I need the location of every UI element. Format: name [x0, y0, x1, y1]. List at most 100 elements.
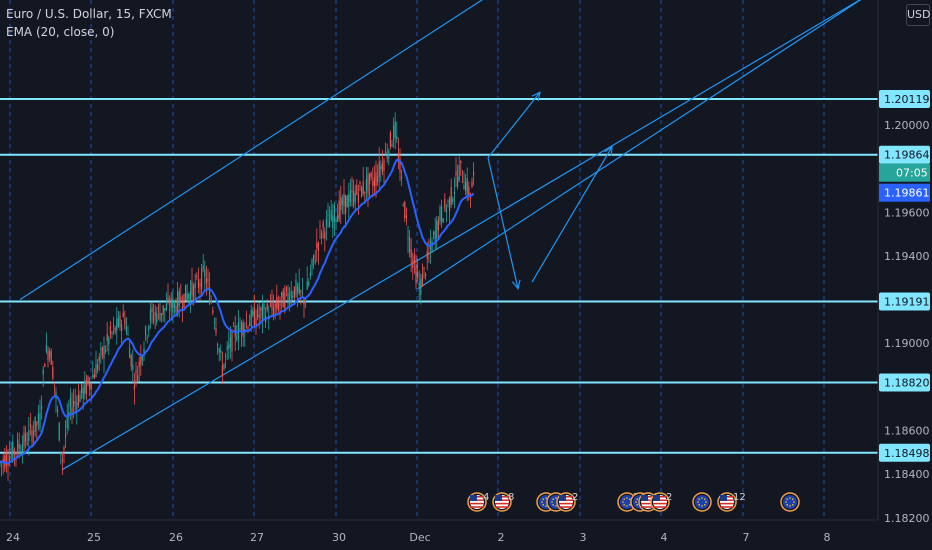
flag-us-stripe	[720, 502, 734, 505]
candle-body	[407, 237, 409, 240]
level-price-label-bg	[879, 145, 930, 164]
level-price-label: 1.19864	[884, 149, 930, 162]
candle-body	[207, 279, 209, 282]
economic-event-us-flag-icon[interactable]: 12	[717, 492, 746, 512]
candle-body	[418, 282, 420, 287]
candle-body	[185, 284, 187, 301]
candle-body	[322, 221, 324, 228]
candle-body	[37, 413, 39, 423]
economic-event-eu-flag-icon[interactable]	[780, 492, 800, 512]
time-tick-label: 8	[824, 531, 831, 544]
economic-event-us-flag-icon[interactable]: 2	[556, 492, 578, 512]
symbol-title[interactable]: Euro / U.S. Dollar, 15, FXCM	[6, 7, 172, 21]
candle-body	[109, 326, 111, 334]
time-tick-label: 3	[580, 531, 587, 544]
candle-body	[444, 198, 446, 209]
candle-body	[439, 207, 441, 221]
level-price-label: 1.18820	[884, 377, 930, 390]
candle-body	[69, 397, 71, 408]
candle-body	[308, 282, 310, 285]
flag-us-stripe	[720, 506, 734, 508]
candle-body	[21, 445, 23, 454]
economic-event-us-flag-icon[interactable]: 8	[492, 492, 514, 512]
candle-body	[57, 409, 59, 412]
candle-body	[457, 176, 459, 187]
candle-body	[237, 322, 239, 339]
candle-body	[241, 322, 243, 335]
candle-body	[225, 355, 227, 357]
candle-body	[191, 281, 193, 296]
candle-body	[437, 220, 439, 231]
candle-body	[77, 394, 79, 406]
candle-body	[404, 202, 406, 219]
candle-body	[257, 306, 259, 318]
candle-body	[410, 249, 412, 258]
time-tick-label: 4	[661, 531, 668, 544]
candle-body	[284, 292, 286, 310]
candle-body	[317, 242, 319, 251]
candle-body	[460, 160, 462, 164]
candle-body	[340, 196, 342, 211]
flag-eu-star	[786, 498, 788, 500]
candle-body	[89, 383, 91, 389]
candle-body	[319, 226, 321, 228]
price-tick-label: 1.18600	[884, 425, 930, 438]
candle-body	[73, 400, 75, 407]
candle-body	[281, 292, 283, 297]
flag-us-stripe	[641, 502, 655, 505]
candle-body	[28, 430, 30, 441]
price-tick-label: 1.19600	[884, 206, 930, 219]
candle-body	[380, 166, 382, 170]
candle-body	[383, 160, 385, 171]
flag-us-stripe	[559, 506, 573, 508]
economic-event-us-flag-icon[interactable]: 2	[650, 492, 672, 512]
price-tick-label: 1.18200	[884, 512, 930, 525]
candle-body	[325, 218, 327, 227]
candle-body	[250, 310, 252, 326]
candle-body	[321, 232, 323, 238]
candle-body	[135, 370, 137, 373]
candle-body	[394, 121, 396, 138]
flag-eu-star	[636, 498, 638, 500]
candle-body	[140, 355, 142, 365]
candle-body	[10, 452, 12, 456]
candle-body	[389, 132, 391, 148]
candle-body	[233, 325, 235, 327]
candle-body	[261, 304, 263, 319]
candle-body	[161, 313, 163, 316]
chart-legend: Euro / U.S. Dollar, 15, FXCM EMA (20, cl…	[6, 5, 172, 41]
channel-line-lower-1	[61, 0, 861, 471]
candle-body	[189, 290, 191, 303]
flag-us-canton	[470, 495, 477, 501]
event-count: 12	[733, 492, 746, 503]
flag-eu-star	[623, 504, 625, 506]
flag-eu-star	[704, 504, 706, 506]
candle-body	[105, 349, 107, 352]
candle-body	[156, 313, 158, 323]
candle-body	[170, 297, 172, 308]
candle-body	[431, 241, 433, 252]
candle-body	[239, 327, 241, 330]
candle-body	[378, 161, 380, 178]
candle-body	[175, 305, 177, 313]
flag-eu-star	[542, 498, 544, 500]
candle-body	[125, 325, 127, 332]
candle-body	[52, 366, 54, 379]
event-count: 4	[483, 492, 489, 503]
price-tick-label: 1.20000	[884, 119, 930, 132]
candle-body	[361, 187, 363, 197]
channel-line-upper	[19, 0, 483, 301]
candle-body	[401, 176, 403, 179]
economic-event-eu-flag-icon[interactable]	[692, 492, 712, 512]
candle-body	[196, 275, 198, 278]
level-price-label: 1.19191	[884, 296, 930, 309]
economic-event-us-flag-icon[interactable]: 4	[467, 492, 489, 512]
candle-body	[273, 307, 275, 316]
currency-badge[interactable]: USD	[906, 4, 931, 26]
candle-body	[34, 416, 36, 432]
ema-indicator-label[interactable]: EMA (20, close, 0)	[6, 25, 115, 39]
candle-body	[298, 282, 300, 294]
candle-body	[149, 309, 151, 321]
candle-body	[65, 433, 67, 438]
